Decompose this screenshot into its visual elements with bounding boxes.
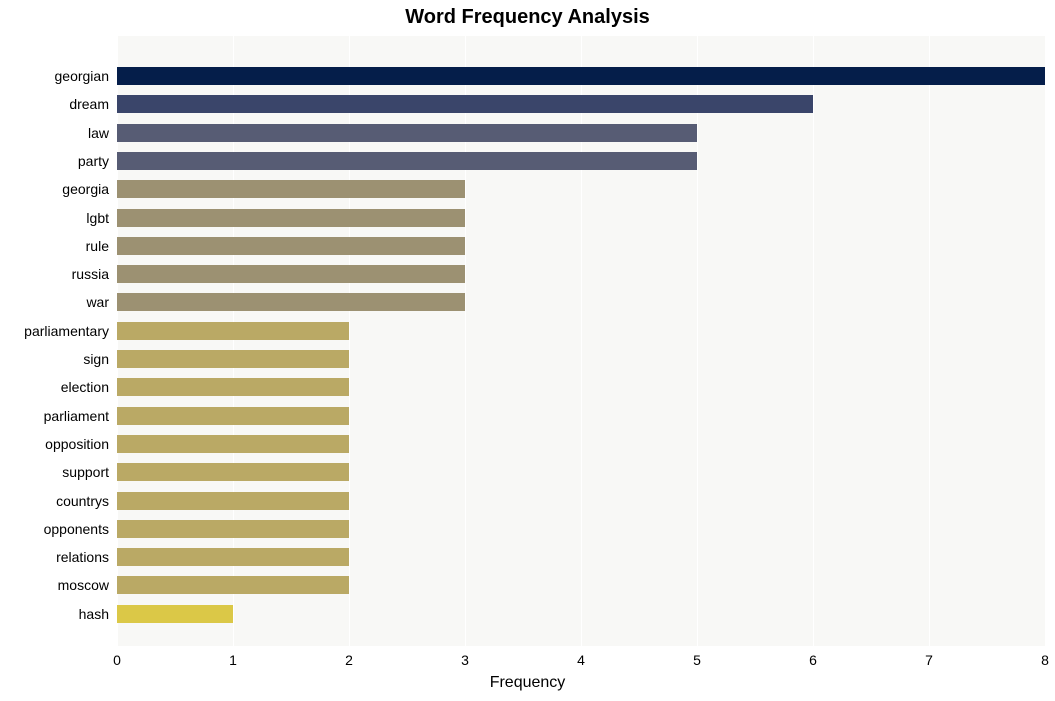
y-tick-label: moscow [58, 577, 109, 593]
bar [117, 605, 233, 623]
y-tick-label: law [88, 125, 109, 141]
bar [117, 407, 349, 425]
bar [117, 265, 465, 283]
x-tick-label: 1 [229, 652, 237, 668]
x-tick-label: 2 [345, 652, 353, 668]
bar [117, 124, 697, 142]
bar [117, 520, 349, 538]
bar [117, 293, 465, 311]
x-tick-label: 7 [925, 652, 933, 668]
x-axis-title: Frequency [0, 674, 1055, 692]
y-tick-label: georgian [55, 68, 110, 84]
y-tick-label: dream [69, 96, 109, 112]
bar [117, 152, 697, 170]
bar [117, 350, 349, 368]
x-tick-label: 0 [113, 652, 121, 668]
bar [117, 548, 349, 566]
grid-line [1045, 36, 1046, 646]
grid-line [929, 36, 930, 646]
bar [117, 237, 465, 255]
plot-area: 012345678georgiandreamlawpartygeorgialgb… [117, 36, 1045, 646]
grid-line [697, 36, 698, 646]
chart-title: Word Frequency Analysis [0, 6, 1055, 29]
y-tick-label: opposition [45, 436, 109, 452]
y-tick-label: russia [72, 266, 109, 282]
y-tick-label: hash [79, 606, 109, 622]
grid-line [813, 36, 814, 646]
x-tick-label: 4 [577, 652, 585, 668]
y-tick-label: rule [86, 238, 109, 254]
y-tick-label: election [61, 379, 109, 395]
bar [117, 576, 349, 594]
chart-container: Word Frequency Analysis 012345678georgia… [0, 0, 1055, 701]
bar [117, 67, 1045, 85]
y-tick-label: georgia [62, 181, 109, 197]
bar [117, 209, 465, 227]
x-tick-label: 6 [809, 652, 817, 668]
bar [117, 378, 349, 396]
x-tick-label: 8 [1041, 652, 1049, 668]
y-tick-label: party [78, 153, 109, 169]
bar [117, 463, 349, 481]
bar [117, 95, 813, 113]
bar [117, 322, 349, 340]
y-tick-label: support [62, 464, 109, 480]
bar [117, 180, 465, 198]
x-tick-label: 5 [693, 652, 701, 668]
y-tick-label: sign [83, 351, 109, 367]
x-tick-label: 3 [461, 652, 469, 668]
y-tick-label: relations [56, 549, 109, 565]
y-tick-label: war [86, 294, 109, 310]
y-tick-label: parliament [44, 408, 109, 424]
bar [117, 435, 349, 453]
y-tick-label: countrys [56, 493, 109, 509]
y-tick-label: opponents [44, 521, 109, 537]
y-tick-label: lgbt [86, 210, 109, 226]
bar [117, 492, 349, 510]
y-tick-label: parliamentary [24, 323, 109, 339]
